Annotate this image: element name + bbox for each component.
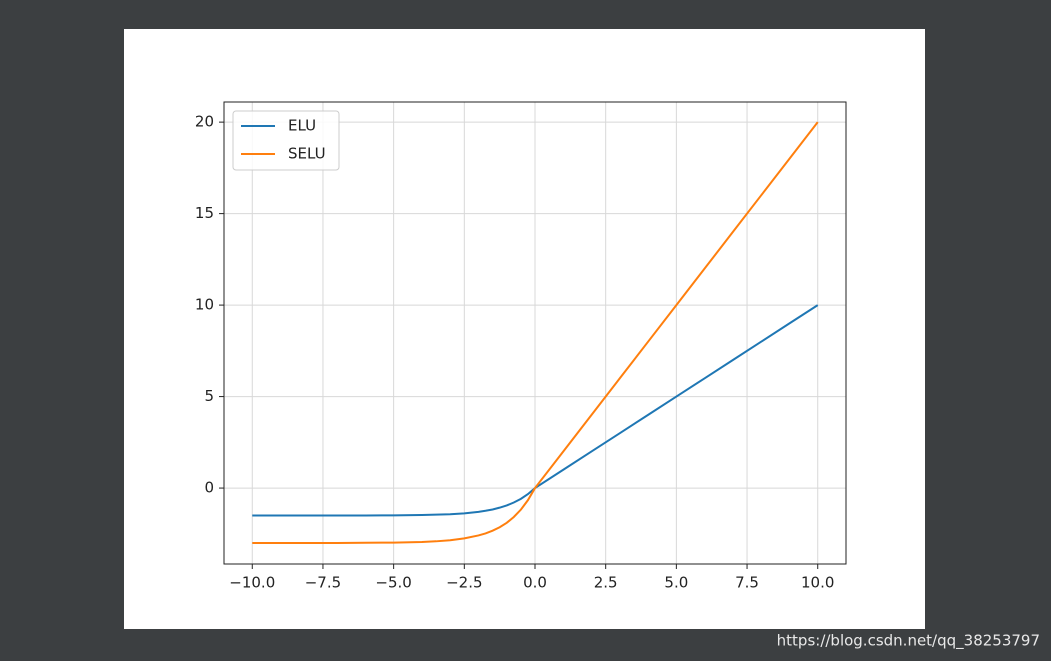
line-series <box>252 304 819 517</box>
x-tick-label: 5.0 <box>664 574 688 592</box>
x-tick-label: 7.5 <box>735 574 759 592</box>
axes-frame <box>223 101 847 565</box>
watermark: https://blog.csdn.net/qq_38253797 <box>777 632 1040 651</box>
x-tick-label: −10.0 <box>229 574 275 592</box>
legend-label: ELU <box>288 117 316 135</box>
line-series <box>252 121 819 544</box>
y-tick-label: 10 <box>195 296 214 314</box>
y-tick-label: 15 <box>195 204 214 222</box>
y-tick-label: 20 <box>195 113 214 131</box>
x-tick-label: −2.5 <box>446 574 482 592</box>
legend-label: SELU <box>288 145 326 163</box>
x-tick-label: −5.0 <box>375 574 411 592</box>
x-tick-label: 10.0 <box>801 574 834 592</box>
y-tick-label: 5 <box>204 387 214 405</box>
x-tick-label: 2.5 <box>594 574 618 592</box>
x-tick-label: 0.0 <box>523 574 547 592</box>
y-tick-label: 0 <box>204 479 214 497</box>
x-tick-label: −7.5 <box>305 574 341 592</box>
